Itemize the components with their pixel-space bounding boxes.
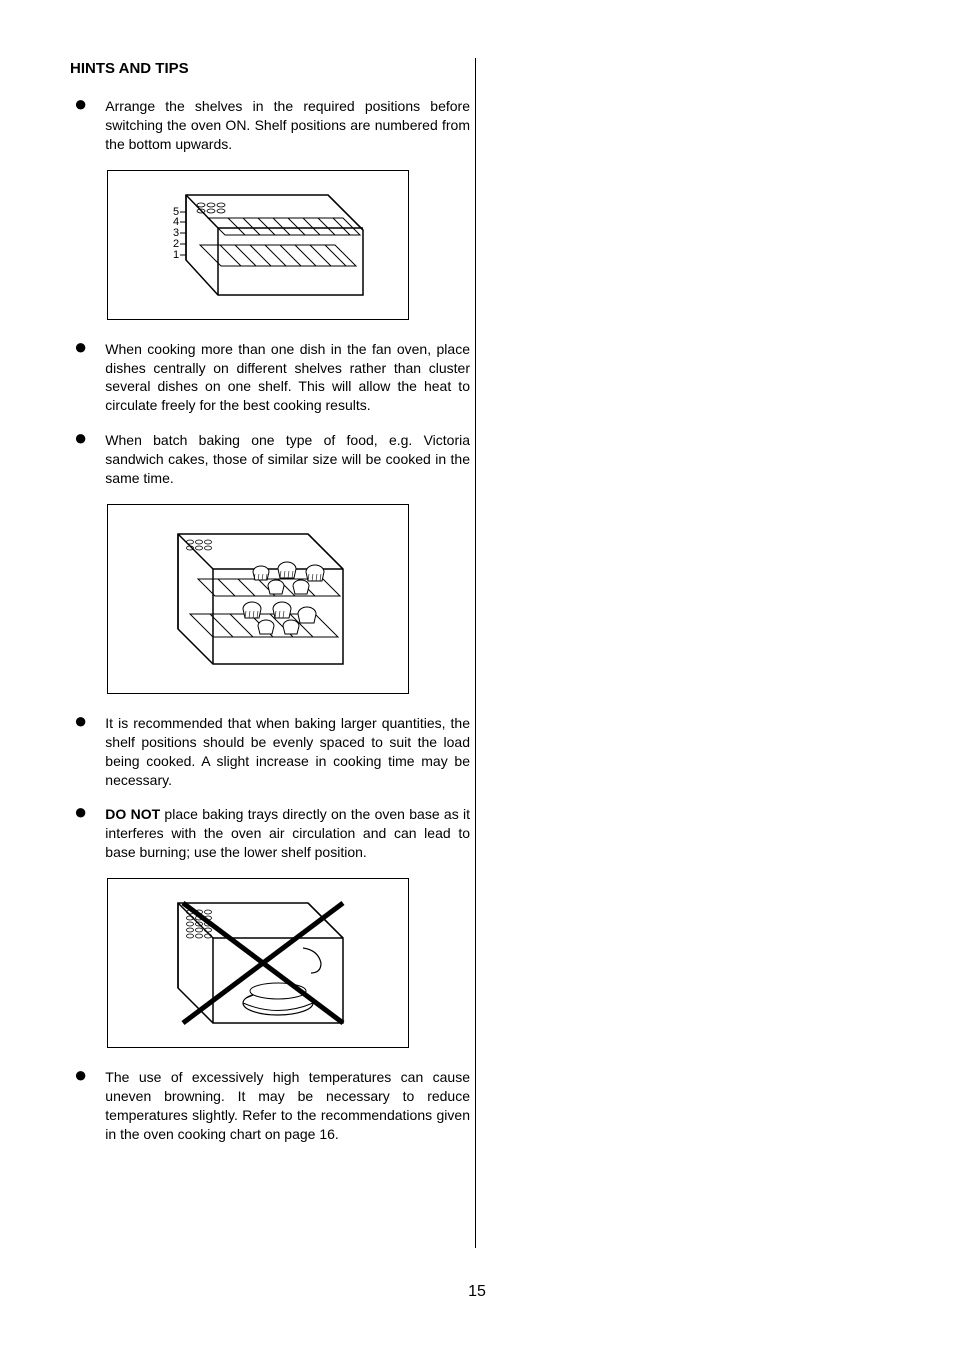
oven-shelves-svg: 5 4 3 2 1: [128, 180, 388, 310]
bullet-item: ● DO NOT place baking trays directly on …: [70, 805, 470, 862]
bullet-item: ● Arrange the shelves in the required po…: [70, 97, 470, 154]
shelf-label-1: 1: [173, 249, 179, 261]
bullet-text: Arrange the shelves in the required posi…: [105, 97, 470, 154]
bullet-icon: ●: [74, 431, 87, 488]
bullet-icon: ●: [74, 97, 87, 154]
bullet-item: ● The use of excessively high temperatur…: [70, 1068, 470, 1144]
bullet-item: ● When batch baking one type of food, e.…: [70, 431, 470, 488]
bullet-text: When batch baking one type of food, e.g.…: [105, 431, 470, 488]
bullet-icon: ●: [74, 714, 87, 790]
bullet-text: When cooking more than one dish in the f…: [105, 340, 470, 416]
do-not-emphasis: DO NOT: [105, 806, 160, 822]
diagram-batch-baking: [107, 504, 409, 694]
content-column: HINTS AND TIPS ● Arrange the shelves in …: [70, 60, 470, 1144]
column-divider: [475, 58, 476, 1248]
bullet-text: The use of excessively high temperatures…: [105, 1068, 470, 1144]
bullet-icon: ●: [74, 340, 87, 416]
bullet-item: ● When cooking more than one dish in the…: [70, 340, 470, 416]
diagram-shelf-positions: 5 4 3 2 1: [107, 170, 409, 320]
bullet-text: It is recommended that when baking large…: [105, 714, 470, 790]
bullet-text-rest: place baking trays directly on the oven …: [105, 806, 470, 860]
bullet-icon: ●: [74, 1068, 87, 1144]
page-number: 15: [468, 1283, 486, 1301]
diagram-do-not-base: [107, 878, 409, 1048]
section-title: HINTS AND TIPS: [70, 60, 470, 77]
oven-cross-svg: [143, 888, 373, 1038]
oven-cupcakes-svg: [148, 514, 368, 684]
bullet-icon: ●: [74, 805, 87, 862]
bullet-text: DO NOT place baking trays directly on th…: [105, 805, 470, 862]
bullet-item: ● It is recommended that when baking lar…: [70, 714, 470, 790]
